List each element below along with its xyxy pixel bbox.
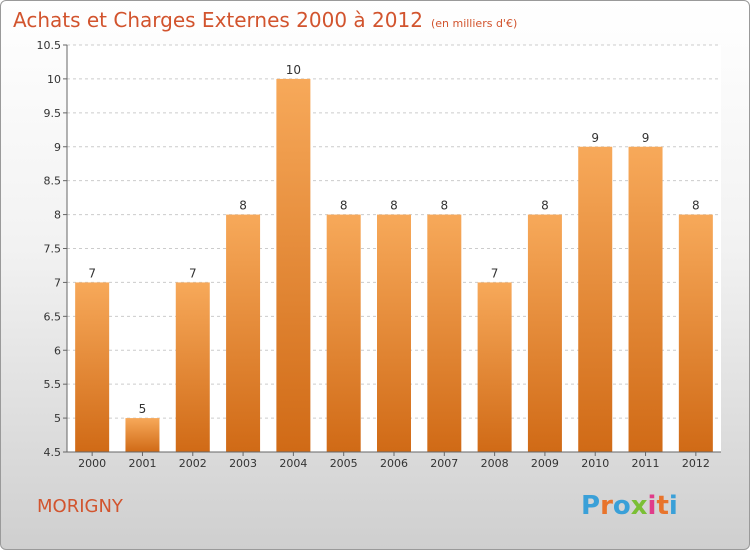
bar: [125, 418, 160, 452]
x-tick-label: 2003: [229, 457, 257, 470]
bar: [326, 214, 361, 452]
data-label: 5: [139, 402, 147, 416]
bar: [226, 214, 261, 452]
y-tick-label: 7: [54, 276, 61, 289]
data-label: 8: [692, 199, 700, 213]
bar: [477, 282, 512, 452]
logo-letter: t: [656, 491, 669, 521]
bars: 7 5 7 8 10 8 8 8 7 8 9 9 8: [75, 63, 713, 453]
logo-letter: o: [612, 491, 631, 521]
bar: [75, 282, 110, 452]
bar: [628, 146, 663, 452]
bar: [578, 146, 613, 452]
data-label: 7: [189, 266, 197, 280]
proxiti-logo: Proxiti: [581, 491, 678, 521]
y-tick-label: 9.5: [44, 107, 62, 120]
x-tick-label: 2001: [128, 457, 156, 470]
data-label: 8: [239, 199, 247, 213]
x-tick-label: 2000: [78, 457, 106, 470]
logo-letter: x: [630, 491, 648, 521]
x-tick-label: 2011: [632, 457, 660, 470]
bar: [276, 78, 311, 453]
y-tick-label: 5.5: [44, 378, 62, 391]
y-tick-label: 4.5: [44, 446, 62, 459]
chart-title: Achats et Charges Externes 2000 à 2012 (e…: [13, 8, 517, 32]
x-tick-label: 2007: [430, 457, 458, 470]
logo-letter: P: [581, 491, 601, 521]
data-label: 9: [591, 131, 599, 145]
x-tick-label: 2010: [581, 457, 609, 470]
x-tick-label: 2006: [380, 457, 408, 470]
data-label: 8: [390, 199, 398, 213]
chart-title-text: Achats et Charges Externes 2000 à 2012: [13, 8, 423, 32]
data-label: 10: [286, 63, 301, 77]
y-tick-label: 6.5: [44, 310, 62, 323]
bar: [175, 282, 210, 452]
x-tick-label: 2005: [330, 457, 358, 470]
chart-unit: (en milliers d'€): [430, 17, 518, 30]
data-label: 7: [88, 266, 96, 280]
x-tick-label: 2008: [481, 457, 509, 470]
data-label: 8: [541, 199, 549, 213]
y-tick-label: 9: [54, 141, 61, 154]
y-tick-label: 10: [47, 73, 61, 86]
data-label: 8: [440, 199, 448, 213]
y-tick-label: 8.5: [44, 175, 62, 188]
data-label: 7: [491, 266, 499, 280]
logo-letter: r: [600, 491, 613, 521]
x-tick-label: 2004: [279, 457, 307, 470]
logo-letter: i: [668, 491, 678, 521]
bar: [427, 214, 462, 452]
data-label: 9: [642, 131, 650, 145]
y-tick-label: 10.5: [37, 39, 62, 52]
y-tick-label: 7.5: [44, 243, 62, 256]
x-axis: 2000 2001 2002 2003 2004 2005 2006 2007 2008 2009…: [67, 451, 721, 470]
logo-letter: i: [647, 491, 657, 521]
x-tick-label: 2009: [531, 457, 559, 470]
bar: [527, 214, 562, 452]
bar: [377, 214, 411, 452]
city-name: MORIGNY: [37, 496, 123, 517]
x-tick-label: 2002: [179, 457, 207, 470]
x-tick-label: 2012: [682, 457, 710, 470]
y-tick-label: 8: [54, 209, 61, 222]
data-label: 8: [340, 199, 348, 213]
y-axis: 4.5 5 5.5 6 6.5 7 7.5 8 8.5 9 9.5 10 10.5: [37, 39, 68, 459]
y-tick-label: 6: [54, 344, 61, 357]
bar: [678, 214, 713, 452]
y-tick-label: 5: [54, 412, 61, 425]
